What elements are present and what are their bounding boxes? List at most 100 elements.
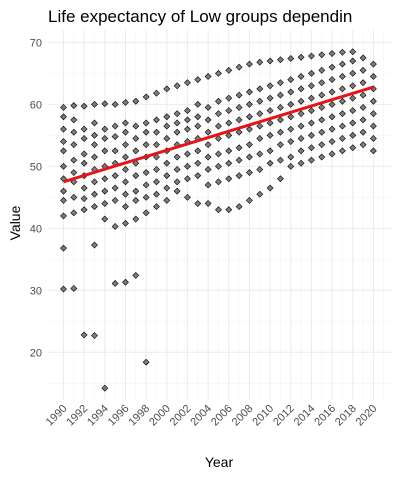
data-point [205, 201, 211, 207]
data-point [71, 170, 77, 176]
data-point [143, 194, 149, 200]
x-tick-label: 2006 [209, 403, 235, 429]
y-tick-label: 40 [30, 223, 42, 235]
data-point [60, 114, 66, 120]
data-point [246, 170, 252, 176]
data-point [91, 333, 97, 339]
data-point [257, 166, 263, 172]
data-point [350, 132, 356, 138]
x-tick-label: 2018 [333, 403, 359, 429]
grid [48, 30, 392, 400]
data-point [143, 359, 149, 365]
data-point [133, 135, 139, 141]
y-tick-label: 50 [30, 161, 42, 173]
y-axis-title: Value [7, 205, 23, 240]
data-point [184, 80, 190, 86]
x-tick-label: 2004 [188, 403, 214, 429]
data-point [60, 188, 66, 194]
data-point [133, 216, 139, 222]
data-point [267, 160, 273, 166]
data-point [153, 179, 159, 185]
data-point [257, 111, 263, 117]
data-point [71, 142, 77, 148]
data-point [267, 58, 273, 64]
data-point [133, 188, 139, 194]
data-point [122, 279, 128, 285]
data-point [350, 120, 356, 126]
data-point [350, 108, 356, 114]
data-point [308, 95, 314, 101]
data-point [184, 108, 190, 114]
data-point [246, 197, 252, 203]
data-point [350, 95, 356, 101]
data-point [298, 73, 304, 79]
data-point [60, 126, 66, 132]
data-point [339, 86, 345, 92]
x-tick-label: 2000 [147, 403, 173, 429]
data-point [71, 103, 77, 109]
data-point [205, 142, 211, 148]
data-point [102, 135, 108, 141]
data-point [339, 61, 345, 67]
data-point [370, 73, 376, 79]
data-point [339, 111, 345, 117]
y-tick-label: 60 [30, 99, 42, 111]
data-point [257, 98, 263, 104]
data-point [195, 77, 201, 83]
data-point [122, 191, 128, 197]
data-point [288, 101, 294, 107]
data-point [71, 194, 77, 200]
data-point [329, 64, 335, 70]
data-point [288, 126, 294, 132]
data-point [143, 142, 149, 148]
data-point [215, 70, 221, 76]
data-point [236, 157, 242, 163]
data-point [298, 54, 304, 60]
data-point [60, 213, 66, 219]
data-point [122, 204, 128, 210]
data-point [246, 89, 252, 95]
y-tick-label: 20 [30, 347, 42, 359]
data-point [360, 117, 366, 123]
data-point [339, 49, 345, 55]
data-point [112, 197, 118, 203]
data-point [329, 139, 335, 145]
data-point [350, 49, 356, 55]
data-point [329, 89, 335, 95]
data-point [329, 151, 335, 157]
data-point [102, 216, 108, 222]
data-point [205, 129, 211, 135]
x-tick-label: 2008 [230, 403, 256, 429]
data-point [184, 117, 190, 123]
data-point [298, 111, 304, 117]
data-point [277, 104, 283, 110]
data-point [236, 117, 242, 123]
x-tick-label: 2002 [168, 403, 194, 429]
data-point [153, 117, 159, 123]
data-point [277, 92, 283, 98]
data-point [246, 154, 252, 160]
data-point [319, 154, 325, 160]
data-point [81, 135, 87, 141]
data-point [205, 166, 211, 172]
data-point [288, 154, 294, 160]
data-point [226, 67, 232, 73]
data-point [308, 145, 314, 151]
data-point [143, 210, 149, 216]
data-point [112, 148, 118, 154]
data-point [350, 83, 356, 89]
data-point [308, 132, 314, 138]
data-point [143, 170, 149, 176]
data-point [91, 179, 97, 185]
y-tick-label: 30 [30, 285, 42, 297]
data-point [112, 134, 118, 140]
data-point [339, 135, 345, 141]
data-point [112, 101, 118, 107]
data-point [257, 151, 263, 157]
data-point [60, 286, 66, 292]
x-tick-labels: 1990199219941996199820002002200420062008… [44, 403, 380, 429]
data-point [215, 111, 221, 117]
data-point [370, 111, 376, 117]
data-point [246, 101, 252, 107]
data-point [288, 114, 294, 120]
